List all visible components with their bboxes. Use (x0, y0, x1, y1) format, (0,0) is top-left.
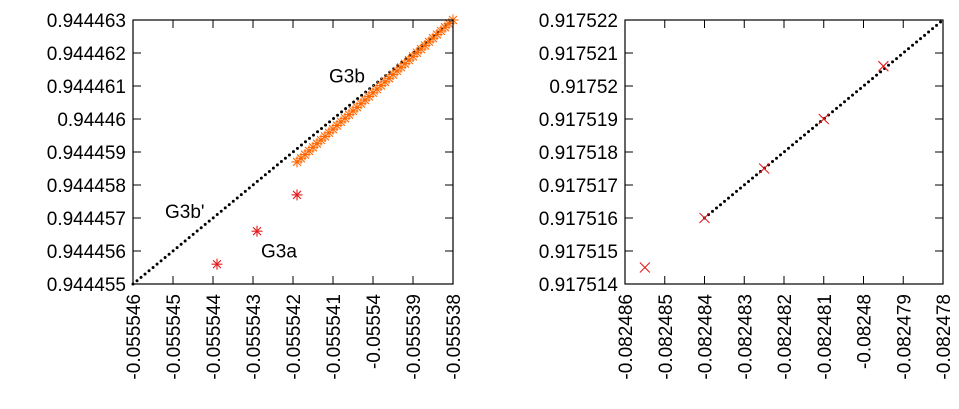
red-cross-marker (699, 212, 710, 224)
x-tick-label: -0.055539 (404, 294, 425, 380)
y-tick-label: 0.91752 (549, 77, 618, 98)
dotted-line (131, 18, 455, 286)
y-tick-label: 0.917515 (539, 242, 618, 263)
y-tick-label: 0.917516 (539, 209, 618, 230)
x-tick-label: -0.08248 (855, 294, 876, 369)
y-tick-label: 0.944458 (47, 176, 126, 197)
y-tick-label: 0.917521 (539, 44, 618, 65)
y-tick-label: 0.944461 (47, 77, 126, 98)
x-tick-label: -0.082479 (894, 294, 915, 380)
x-tick-label: -0.082483 (735, 294, 756, 380)
x-tick-label: -0.055545 (164, 294, 185, 380)
y-tick-label: 0.944459 (47, 143, 126, 164)
y-tick-label: 0.944456 (47, 242, 126, 263)
annotation-label: G3a (261, 242, 297, 263)
red-cross-marker (758, 163, 770, 174)
x-tick-label: -0.055538 (444, 294, 465, 380)
y-tick-label: 0.917522 (539, 11, 618, 32)
x-tick-label: -0.082486 (616, 294, 637, 380)
x-tick-label: -0.082481 (815, 294, 836, 380)
y-tick-label: 0.944455 (47, 275, 126, 296)
right-chart: 0.917514 0.917515 0.917516 0.917517 0.917518… (539, 11, 955, 380)
left-chart: 0.944455 0.944456 0.944457 0.944458 0.944459… (47, 11, 465, 380)
y-tick-label: 0.917517 (539, 176, 618, 197)
red-cross-marker (877, 60, 889, 72)
red-cross-marker (818, 113, 830, 125)
x-tick-label: -0.082478 (934, 294, 955, 380)
y-tick-label: 0.944457 (47, 209, 126, 230)
red-cross-marker (639, 262, 651, 273)
x-tick-label: -0.055541 (324, 294, 345, 380)
x-tick-label: -0.05554 (364, 294, 385, 369)
red-star-marker (291, 189, 303, 201)
x-tick-label: -0.082482 (775, 294, 796, 380)
y-tick-label: 0.944463 (47, 11, 126, 32)
x-tick-label: -0.082485 (656, 294, 677, 380)
y-tick-label: 0.917518 (539, 143, 618, 164)
x-tick-label: -0.055544 (204, 294, 225, 380)
y-tick-label: 0.94446 (57, 110, 126, 131)
x-tick-label: -0.055543 (244, 294, 265, 380)
y-tick-label: 0.917514 (539, 275, 619, 296)
x-tick-label: -0.055546 (124, 294, 145, 380)
x-tick-label: -0.082484 (696, 294, 717, 380)
red-star-marker (211, 258, 223, 270)
red-star-marker (251, 225, 263, 237)
y-tick-label: 0.917519 (539, 110, 618, 131)
y-tick-label: 0.944462 (47, 44, 126, 65)
annotation-label: G3b' (165, 202, 205, 223)
annotation-label: G3b (329, 67, 365, 88)
x-tick-label: -0.055542 (284, 294, 305, 380)
